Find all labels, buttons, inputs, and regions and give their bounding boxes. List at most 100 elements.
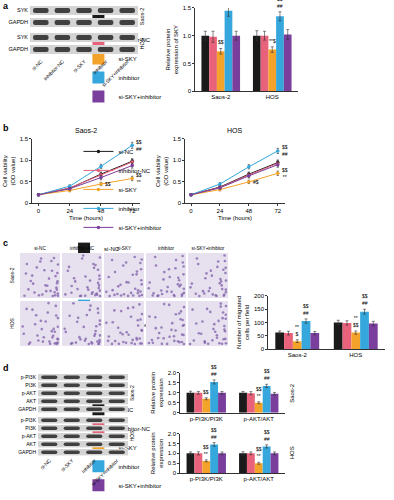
svg-text:Time (hours): Time (hours): [69, 215, 103, 221]
svg-text:GAPDH: GAPDH: [18, 406, 36, 412]
svg-text:HOS: HOS: [9, 317, 15, 329]
svg-text:si-NC: si-NC: [39, 457, 52, 470]
svg-text:0.5: 0.5: [173, 179, 182, 185]
svg-text:Relative proteinexpression of: Relative proteinexpression of SKY: [165, 25, 179, 74]
svg-text:si-SKY+inhibitor: si-SKY+inhibitor: [100, 58, 130, 88]
svg-text:Saos-2: Saos-2: [139, 8, 145, 25]
svg-text:si-NC: si-NC: [104, 246, 120, 252]
svg-text:d: d: [3, 363, 9, 373]
svg-text:p-PI3K/PI3K: p-PI3K/PI3K: [190, 416, 223, 422]
svg-text:$$##: $$##: [211, 364, 217, 377]
svg-text:0: 0: [261, 346, 265, 352]
svg-text:1.5: 1.5: [20, 136, 29, 142]
svg-text:0.5: 0.5: [168, 460, 177, 466]
svg-text:Time (hours): Time (hours): [218, 215, 252, 221]
svg-text:$$**: $$**: [282, 167, 288, 180]
svg-text:HOS: HOS: [266, 94, 279, 100]
svg-text:AKT: AKT: [26, 398, 36, 404]
svg-text:72: 72: [274, 208, 281, 214]
svg-text:si-SKY: si-SKY: [72, 58, 88, 74]
svg-text:$$**: $$**: [203, 444, 209, 457]
svg-text:si-SKY: si-SKY: [118, 56, 136, 62]
svg-text:si-SKY+inhibitor: si-SKY+inhibitor: [118, 94, 161, 100]
svg-text:p-PI3K: p-PI3K: [21, 374, 37, 380]
svg-text:$$: $$: [203, 389, 209, 395]
svg-text:**$$: **$$: [353, 315, 359, 328]
svg-text:0: 0: [173, 410, 177, 416]
svg-text:0: 0: [173, 470, 177, 476]
svg-text:p-AKT: p-AKT: [22, 390, 36, 396]
svg-text:inhibitor: inhibitor: [104, 303, 125, 309]
svg-text:Relative proteinexpression: Relative proteinexpression: [150, 372, 164, 414]
svg-text:p-PI3K: p-PI3K: [21, 417, 37, 423]
svg-text:150: 150: [254, 306, 265, 312]
svg-text:Saos-2: Saos-2: [75, 127, 97, 134]
svg-text:HOS: HOS: [129, 430, 135, 442]
svg-text:1.0: 1.0: [183, 33, 192, 39]
svg-text:Cell viability(OD value): Cell viability(OD value): [155, 155, 169, 187]
svg-text:24: 24: [217, 208, 224, 214]
svg-text:50: 50: [257, 333, 264, 339]
svg-text:**$: **$: [295, 324, 299, 337]
svg-text:2.0: 2.0: [168, 370, 177, 376]
svg-text:48: 48: [246, 208, 253, 214]
svg-text:HOS: HOS: [227, 127, 243, 134]
svg-text:SYK: SYK: [17, 34, 28, 40]
svg-text:0.5: 0.5: [20, 179, 29, 185]
svg-text:0: 0: [189, 208, 193, 214]
svg-text:0: 0: [25, 200, 29, 206]
svg-text:inhibitor: inhibitor: [118, 75, 139, 81]
svg-text:Saos-2: Saos-2: [211, 94, 231, 100]
svg-text:p-AKT/AKT: p-AKT/AKT: [244, 416, 275, 422]
svg-text:GAPDH: GAPDH: [8, 19, 28, 25]
svg-text:inhibitor-NC: inhibitor-NC: [118, 37, 150, 43]
svg-text:$$##: $$##: [362, 293, 368, 306]
svg-text:inhibitor-NC: inhibitor-NC: [70, 246, 95, 251]
svg-text:Saos-2: Saos-2: [9, 267, 15, 283]
svg-text:1.5: 1.5: [168, 441, 177, 447]
svg-text:Saos-2: Saos-2: [288, 352, 308, 358]
svg-text:$$**: $$**: [256, 386, 262, 399]
svg-text:1.0: 1.0: [168, 390, 177, 396]
svg-text:1.0: 1.0: [168, 450, 177, 456]
svg-text:si-SKY+inhibitor: si-SKY+inhibitor: [118, 225, 161, 231]
svg-text:Cell viability(OD value): Cell viability(OD value): [2, 155, 16, 187]
svg-text:si-SKY+inhibitor: si-SKY+inhibitor: [192, 246, 225, 251]
svg-text:2.0: 2.0: [168, 431, 177, 437]
svg-text:si-NC: si-NC: [34, 246, 46, 251]
svg-text:1.5: 1.5: [168, 380, 177, 386]
svg-text:0.5: 0.5: [168, 400, 177, 406]
svg-text:$$**: $$**: [136, 172, 142, 185]
svg-text:HOS: HOS: [349, 352, 362, 358]
svg-text:si-SKY: si-SKY: [117, 246, 131, 251]
svg-text:$$##: $$##: [282, 144, 288, 157]
svg-text:inhibitor: inhibitor: [80, 457, 97, 474]
svg-text:$$##: $$##: [211, 427, 217, 440]
svg-text:24: 24: [66, 208, 73, 214]
svg-text:si-NC: si-NC: [30, 58, 43, 71]
svg-text:p-AKT: p-AKT: [22, 433, 36, 439]
svg-text:Saos-2: Saos-2: [129, 385, 135, 401]
svg-text:si-NC: si-NC: [118, 407, 134, 413]
svg-text:0: 0: [178, 200, 182, 206]
svg-text:$$##: $$##: [277, 0, 283, 9]
svg-text:$$: $$: [105, 181, 111, 187]
svg-text:inhibitor-NC: inhibitor-NC: [118, 426, 150, 432]
svg-text:$$##: $$##: [264, 368, 270, 381]
svg-text:$$##: $$##: [303, 303, 309, 316]
svg-text:p-AKT/AKT: p-AKT/AKT: [244, 476, 275, 482]
svg-text:si-NC: si-NC: [118, 149, 134, 155]
svg-text:AKT: AKT: [26, 441, 36, 447]
svg-text:HOS: HOS: [289, 446, 295, 459]
svg-text:si-SKY+inhibitor: si-SKY+inhibitor: [118, 483, 161, 489]
svg-text:$$##: $$##: [136, 139, 142, 152]
svg-text:Relative proteinexpression: Relative proteinexpression: [150, 432, 164, 474]
svg-text:a: a: [3, 1, 9, 11]
svg-text:1.5: 1.5: [183, 5, 192, 11]
svg-text:si-SKY+inhibitor: si-SKY+inhibitor: [104, 322, 147, 328]
svg-text:$$**: $$**: [256, 446, 262, 459]
svg-text:PI3K: PI3K: [25, 382, 37, 388]
svg-text:si-SKY: si-SKY: [118, 445, 136, 451]
svg-text:inhibitor-NC: inhibitor-NC: [42, 58, 65, 81]
svg-text:SYK: SYK: [17, 7, 28, 13]
